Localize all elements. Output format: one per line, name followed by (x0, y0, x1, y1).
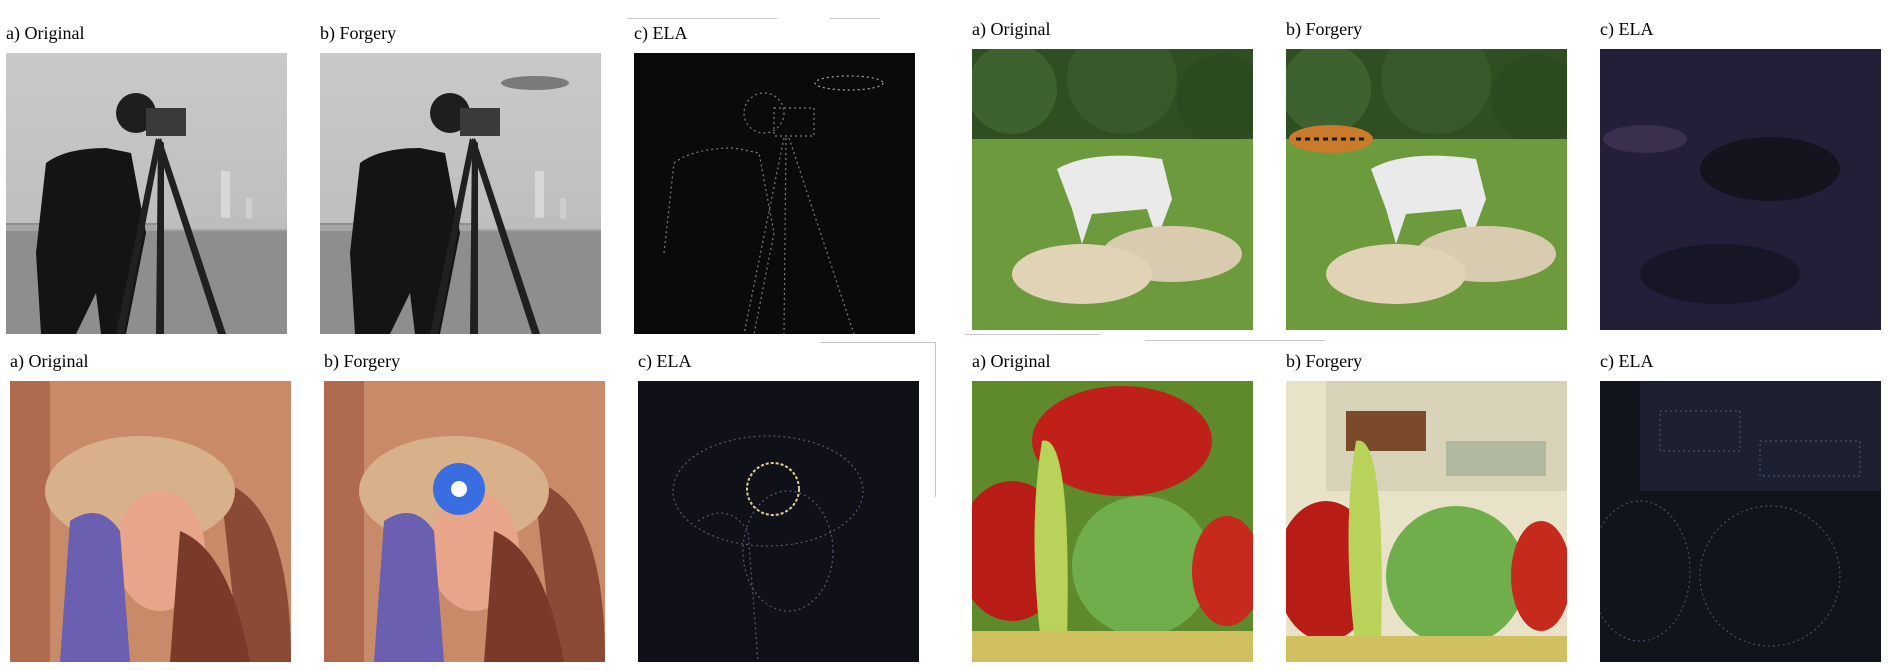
divider (627, 18, 777, 19)
portrait-ela-image (638, 381, 919, 662)
caption: a) Original (972, 19, 1051, 39)
divider (965, 334, 1100, 335)
cameraman-original-image (6, 53, 287, 334)
caption: b) Forgery (1286, 351, 1363, 371)
horse-ela-image (1600, 49, 1881, 330)
divider (935, 342, 936, 497)
cameraman-ela-image (634, 53, 915, 334)
caption: c) ELA (634, 23, 688, 43)
caption: b) Forgery (324, 351, 401, 371)
horse-original-image (972, 49, 1253, 330)
divider (820, 342, 935, 343)
caption: a) Original (972, 351, 1051, 371)
portrait-forgery-image (324, 381, 605, 662)
peppers-forgery-image (1286, 381, 1567, 662)
caption: b) Forgery (320, 23, 397, 43)
horse-forgery-image (1286, 49, 1567, 330)
peppers-ela-image (1600, 381, 1881, 662)
caption: b) Forgery (1286, 19, 1363, 39)
portrait-original-image (10, 381, 291, 662)
divider (1145, 340, 1325, 341)
cameraman-forgery-image (320, 53, 601, 334)
caption: a) Original (10, 351, 89, 371)
divider (830, 18, 880, 19)
caption: c) ELA (1600, 19, 1654, 39)
caption: c) ELA (638, 351, 692, 371)
caption: c) ELA (1600, 351, 1654, 371)
caption: a) Original (6, 23, 85, 43)
peppers-original-image (972, 381, 1253, 662)
